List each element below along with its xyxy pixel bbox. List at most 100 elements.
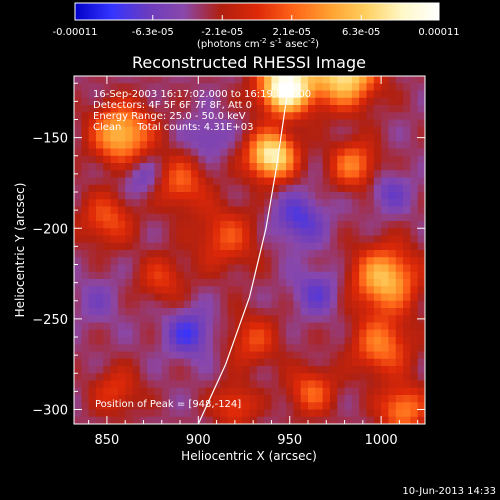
heatmap-cell [293,271,302,280]
heatmap-cell [322,221,331,229]
heatmap-cell [110,351,119,360]
heatmap-cell [154,242,163,251]
heatmap-cell [110,134,119,142]
heatmap-cell [256,228,265,237]
heatmap-cell [359,119,368,128]
heatmap-cell [403,83,411,92]
heatmap-cell [264,373,273,382]
heatmap-cell [169,97,177,106]
x-tick-label: 900 [186,433,211,448]
heatmap-cell [308,373,316,382]
heatmap-cell [117,380,126,389]
heatmap-cell [271,344,280,353]
heatmap-cell [132,235,141,244]
heatmap-cell [242,221,251,229]
heatmap-cell [329,199,338,208]
heatmap-cell [359,76,368,84]
heatmap-cell [183,163,192,171]
heatmap-cell [388,148,397,157]
heatmap-cell [227,141,236,150]
heatmap-cell [381,373,390,382]
heatmap-cell [198,105,207,113]
heatmap-cell [227,293,236,302]
heatmap-cell [183,300,192,309]
heatmap-cell [395,300,404,309]
heatmap-cell [81,221,90,229]
heatmap-cell [271,141,280,150]
heatmap-cell [403,380,411,389]
heatmap-cell [373,337,382,345]
heatmap-cell [388,213,397,222]
heatmap-cell [147,112,156,121]
heatmap-cell [286,308,294,316]
heatmap-cell [300,119,309,128]
heatmap-cell [242,373,251,382]
heatmap-cell [220,192,229,200]
heatmap-cell [278,242,287,251]
heatmap-cell [161,300,170,309]
heatmap-cell [234,286,243,295]
heatmap-cell [278,409,287,418]
heatmap-cell [234,192,243,200]
heatmap-cell [329,213,338,222]
heatmap-cell [286,242,294,251]
heatmap-cell [169,177,177,186]
heatmap-cell [198,97,207,106]
heatmap-cell [205,366,214,374]
heatmap-cell [278,264,287,273]
heatmap-cell [256,250,265,258]
heatmap-cell [293,235,302,244]
heatmap-cell [403,409,411,418]
heatmap-cell [205,242,214,251]
heatmap-cell [410,119,419,128]
heatmap-cell [256,148,265,157]
heatmap-cell [359,235,368,244]
heatmap-cell [205,416,214,424]
heatmap-cell [286,148,294,157]
heatmap-cell [293,279,302,287]
heatmap-cell [278,387,287,396]
heatmap-cell [315,105,324,113]
heatmap-cell [395,177,404,186]
heatmap-cell [161,206,170,215]
colorbar-tick-label: -6.3e-05 [132,27,174,38]
heatmap-cell [242,315,251,324]
heatmap-cell [329,315,338,324]
heatmap-cell [205,322,214,331]
heatmap-cell [373,228,382,237]
heatmap-cell [278,163,287,171]
heatmap-cell [337,308,346,316]
heatmap-cell [132,279,141,287]
heatmap-cell [117,250,126,258]
heatmap-cell [344,300,353,309]
heatmap-cell [351,228,360,237]
y-tick-label: −150 [32,132,68,147]
heatmap-cell [198,387,207,396]
heatmap-cell [308,177,316,186]
heatmap-cell [103,221,112,229]
heatmap-cell [337,148,346,157]
heatmap-cell [359,337,368,345]
heatmap-cell [191,380,199,389]
heatmap-cell [220,134,229,142]
heatmap-cell [271,308,280,316]
heatmap-cell [351,409,360,418]
heatmap-cell [103,235,112,244]
heatmap-cell [125,416,134,424]
heatmap-cell [256,134,265,142]
heatmap-cell [110,387,119,396]
heatmap-cell [220,373,229,382]
heatmap-cell [95,192,104,200]
heatmap-cell [388,271,397,280]
heatmap-cell [337,83,346,92]
heatmap-cell [271,119,280,128]
heatmap-cell [117,409,126,418]
heatmap-cell [395,409,404,418]
heatmap-cell [271,126,280,135]
heatmap-cell [271,358,280,367]
heatmap-cell [337,163,346,171]
heatmap-cell [278,416,287,424]
heatmap-cell [198,242,207,251]
heatmap-cell [410,155,419,164]
heatmap-cell [81,83,90,92]
